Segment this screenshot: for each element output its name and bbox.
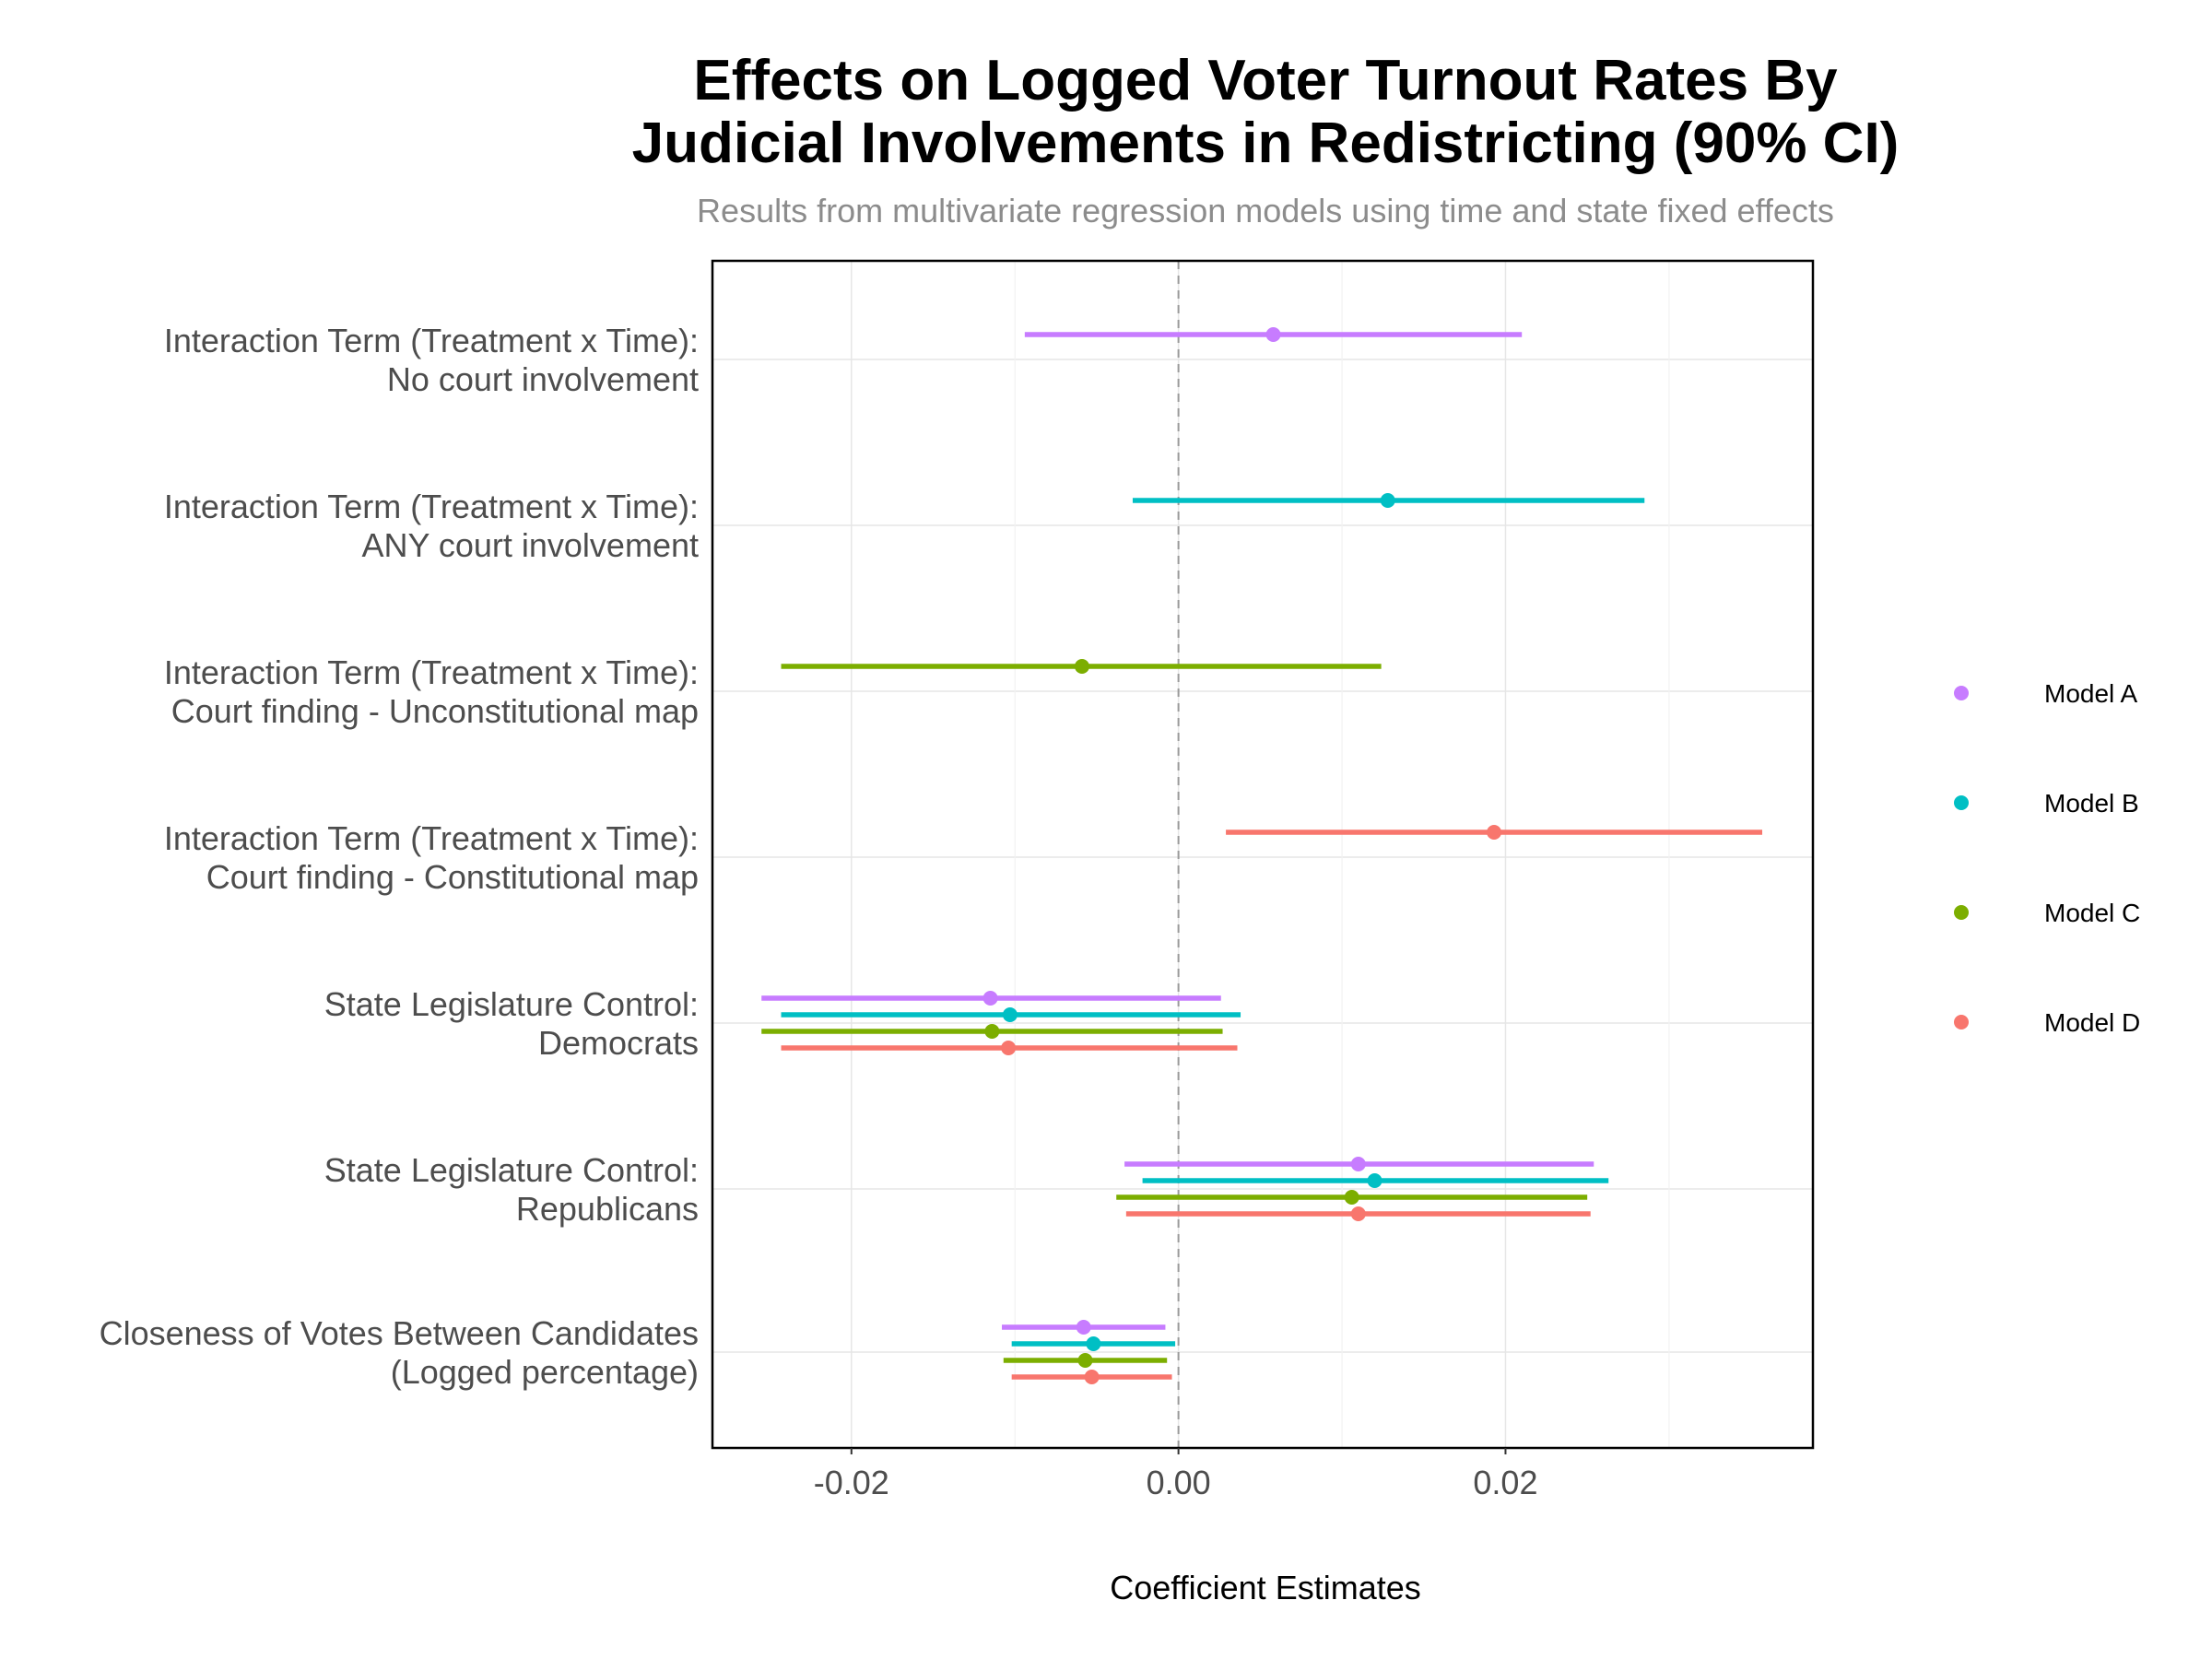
legend-label: Model C	[2044, 899, 2140, 927]
point-estimate	[984, 1024, 1000, 1039]
y-axis-label: State Legislature Control:	[324, 1151, 699, 1189]
y-axis-label: Interaction Term (Treatment x Time):	[164, 653, 699, 691]
x-tick-label: 0.02	[1473, 1464, 1537, 1501]
y-axis-labels: Interaction Term (Treatment x Time):No c…	[100, 322, 699, 1391]
point-estimate	[1074, 659, 1089, 674]
legend-label: Model D	[2044, 1008, 2140, 1037]
point-estimate	[1344, 1190, 1359, 1205]
point-estimate	[1077, 1353, 1093, 1368]
point-estimate	[1487, 825, 1502, 840]
y-axis-label: Republicans	[516, 1190, 699, 1228]
point-estimate	[1380, 493, 1395, 508]
point-estimate	[1367, 1173, 1382, 1188]
legend-label: Model A	[2044, 679, 2137, 708]
legend-key	[1954, 1015, 1969, 1030]
y-axis-label: State Legislature Control:	[324, 985, 699, 1023]
y-axis-label: Interaction Term (Treatment x Time):	[164, 819, 699, 857]
chart-title-line-2: Judicial Involvements in Redistricting (…	[632, 112, 1900, 175]
point-estimate	[1076, 1320, 1091, 1335]
y-axis-label: Interaction Term (Treatment x Time):	[164, 322, 699, 359]
point-estimate	[982, 991, 998, 1006]
point-estimate	[1002, 1007, 1018, 1022]
y-axis-label: Democrats	[538, 1024, 699, 1062]
y-axis-label: Court finding - Unconstitutional map	[171, 692, 699, 730]
point-estimate	[1084, 1370, 1100, 1384]
point-estimate	[1001, 1041, 1017, 1055]
legend-key	[1954, 795, 1969, 810]
legend-key	[1954, 905, 1969, 920]
y-axis-label: ANY court involvement	[361, 526, 699, 564]
x-tick-label: -0.02	[814, 1464, 889, 1501]
plot-area	[711, 259, 1815, 1450]
point-estimate	[1350, 1206, 1366, 1221]
y-axis-label: (Logged percentage)	[391, 1353, 699, 1391]
y-axis-label: Court finding - Constitutional map	[206, 858, 699, 896]
x-axis-ticks: -0.02 0.00 0.02	[814, 1448, 1537, 1501]
y-axis-label: Interaction Term (Treatment x Time):	[164, 488, 699, 525]
y-axis-label: Closeness of Votes Between Candidates	[100, 1314, 699, 1352]
point-estimate	[1086, 1336, 1101, 1351]
legend-key	[1954, 686, 1969, 700]
x-axis-title: Coefficient Estimates	[1110, 1569, 1420, 1606]
chart-subtitle: Results from multivariate regression mod…	[697, 192, 1834, 229]
plot-panel-border	[711, 259, 1815, 1450]
x-tick-label: 0.00	[1147, 1464, 1211, 1501]
chart-title-line-1: Effects on Logged Voter Turnout Rates By	[693, 49, 1838, 112]
legend: Model A Model B Model C Model D	[1954, 679, 2140, 1037]
point-estimate	[1265, 327, 1281, 342]
point-estimate	[1350, 1157, 1366, 1171]
y-axis-label: No court involvement	[387, 360, 699, 398]
legend-label: Model B	[2044, 789, 2139, 818]
